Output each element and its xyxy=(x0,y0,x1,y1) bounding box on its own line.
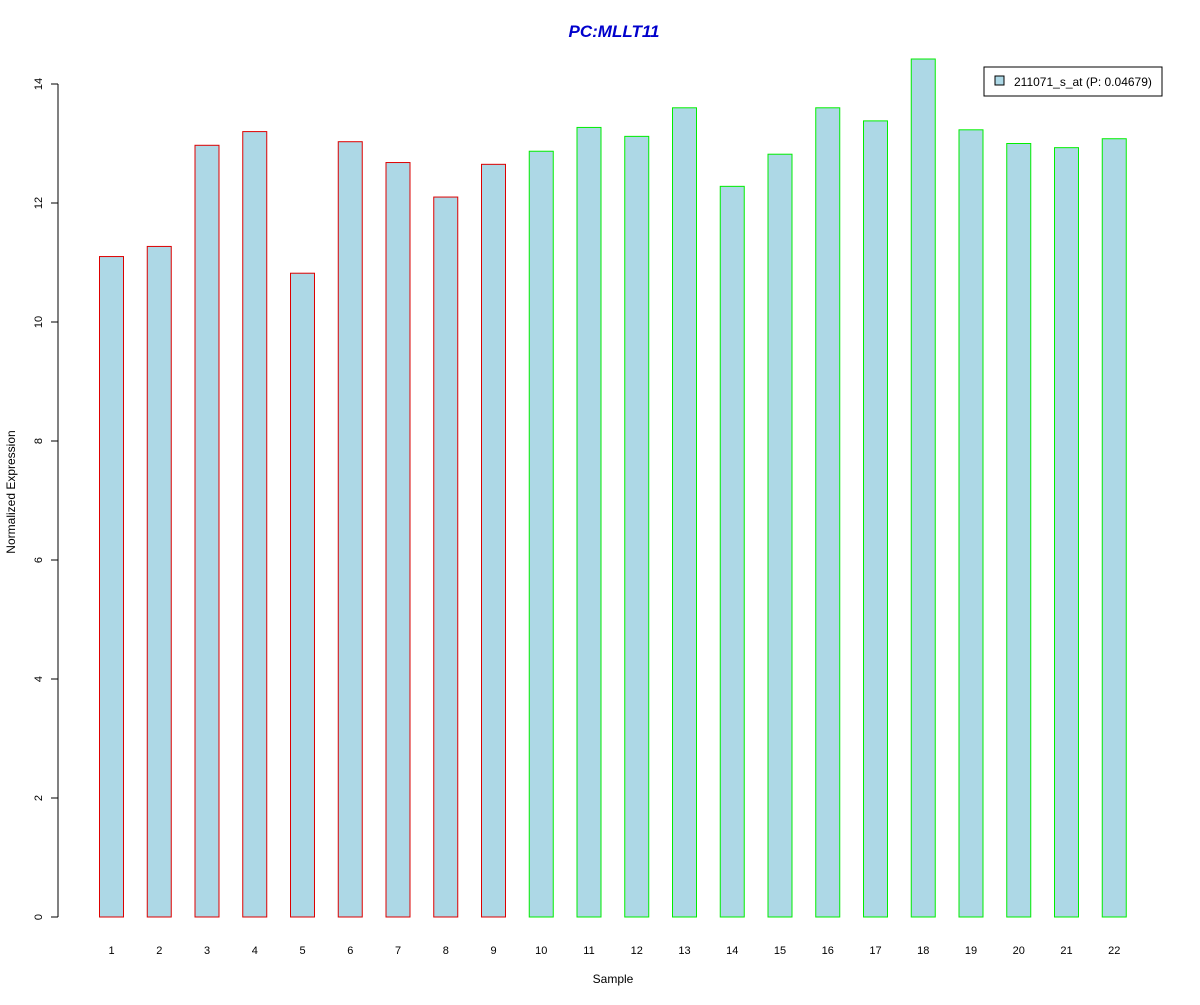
bar-sample-12 xyxy=(624,135,650,918)
bar-sample-1 xyxy=(99,256,124,918)
bar-sample-10 xyxy=(528,150,554,918)
bar-sample-14 xyxy=(719,185,745,918)
x-tick-label: 12 xyxy=(631,945,643,957)
legend-box xyxy=(983,66,1163,97)
x-tick-label: 8 xyxy=(443,945,449,957)
bar-sample-4 xyxy=(242,131,268,918)
bar-sample-13 xyxy=(672,107,697,918)
legend-entry: 211071_s_at (P: 0.04679) xyxy=(1014,75,1152,89)
bar-sample-8 xyxy=(433,196,459,918)
y-tick-label: 2 xyxy=(33,795,45,801)
bar-sample-11 xyxy=(576,126,602,918)
bar-sample-18 xyxy=(910,58,936,918)
y-axis-label: Normalized Expression xyxy=(4,430,18,553)
x-tick-label: 17 xyxy=(869,945,881,957)
chart-title: PC:MLLT11 xyxy=(569,22,660,41)
bar-sample-9 xyxy=(481,163,506,918)
bar-sample-6 xyxy=(337,141,363,918)
x-tick-label: 20 xyxy=(1013,945,1025,957)
x-tick-label: 5 xyxy=(299,945,305,957)
bar-sample-2 xyxy=(146,245,172,918)
legend: 211071_s_at (P: 0.04679) xyxy=(983,66,1163,97)
bar-sample-3 xyxy=(194,144,220,918)
x-tick-label: 18 xyxy=(917,945,929,957)
y-tick-label: 8 xyxy=(33,438,45,444)
x-tick-label: 14 xyxy=(726,945,738,957)
bar-sample-20 xyxy=(1006,143,1032,918)
y-tick-label: 6 xyxy=(33,557,45,563)
x-tick-label: 13 xyxy=(678,945,690,957)
legend-swatch xyxy=(994,75,1005,86)
x-tick-label: 10 xyxy=(535,945,547,957)
bar-sample-22 xyxy=(1101,138,1127,918)
bar-sample-21 xyxy=(1054,147,1079,918)
x-tick-label: 21 xyxy=(1060,945,1072,957)
bar-sample-7 xyxy=(385,162,411,918)
x-tick-label: 4 xyxy=(252,945,258,957)
y-tick-label: 4 xyxy=(33,676,45,682)
bar-series xyxy=(99,58,1127,918)
y-tick-label: 0 xyxy=(33,914,45,920)
x-tick-label: 7 xyxy=(395,945,401,957)
x-tick-label: 9 xyxy=(490,945,496,957)
x-tick-label: 1 xyxy=(108,945,114,957)
bar-sample-5 xyxy=(290,272,315,918)
y-axis: 0 2 4 6 8 10 12 14 xyxy=(33,78,59,920)
x-tick-label: 22 xyxy=(1108,945,1120,957)
x-axis-label: Sample xyxy=(593,972,634,986)
x-tick-label: 19 xyxy=(965,945,977,957)
x-tick-label: 3 xyxy=(204,945,210,957)
x-tick-label: 6 xyxy=(347,945,353,957)
y-tick-label: 14 xyxy=(33,78,45,90)
y-tick-label: 10 xyxy=(33,316,45,328)
y-tick-label: 12 xyxy=(33,197,45,209)
bar-sample-19 xyxy=(958,129,984,918)
x-tick-labels: 1 2 3 4 5 6 7 8 9 10 11 12 13 14 15 16 17 18 19 20 21 22 xyxy=(108,945,1120,957)
x-tick-label: 2 xyxy=(156,945,162,957)
bar-sample-17 xyxy=(863,120,888,918)
x-tick-label: 15 xyxy=(774,945,786,957)
bar-sample-16 xyxy=(815,107,841,918)
bar-sample-15 xyxy=(767,153,793,918)
x-tick-label: 11 xyxy=(583,945,594,957)
x-tick-label: 16 xyxy=(822,945,834,957)
